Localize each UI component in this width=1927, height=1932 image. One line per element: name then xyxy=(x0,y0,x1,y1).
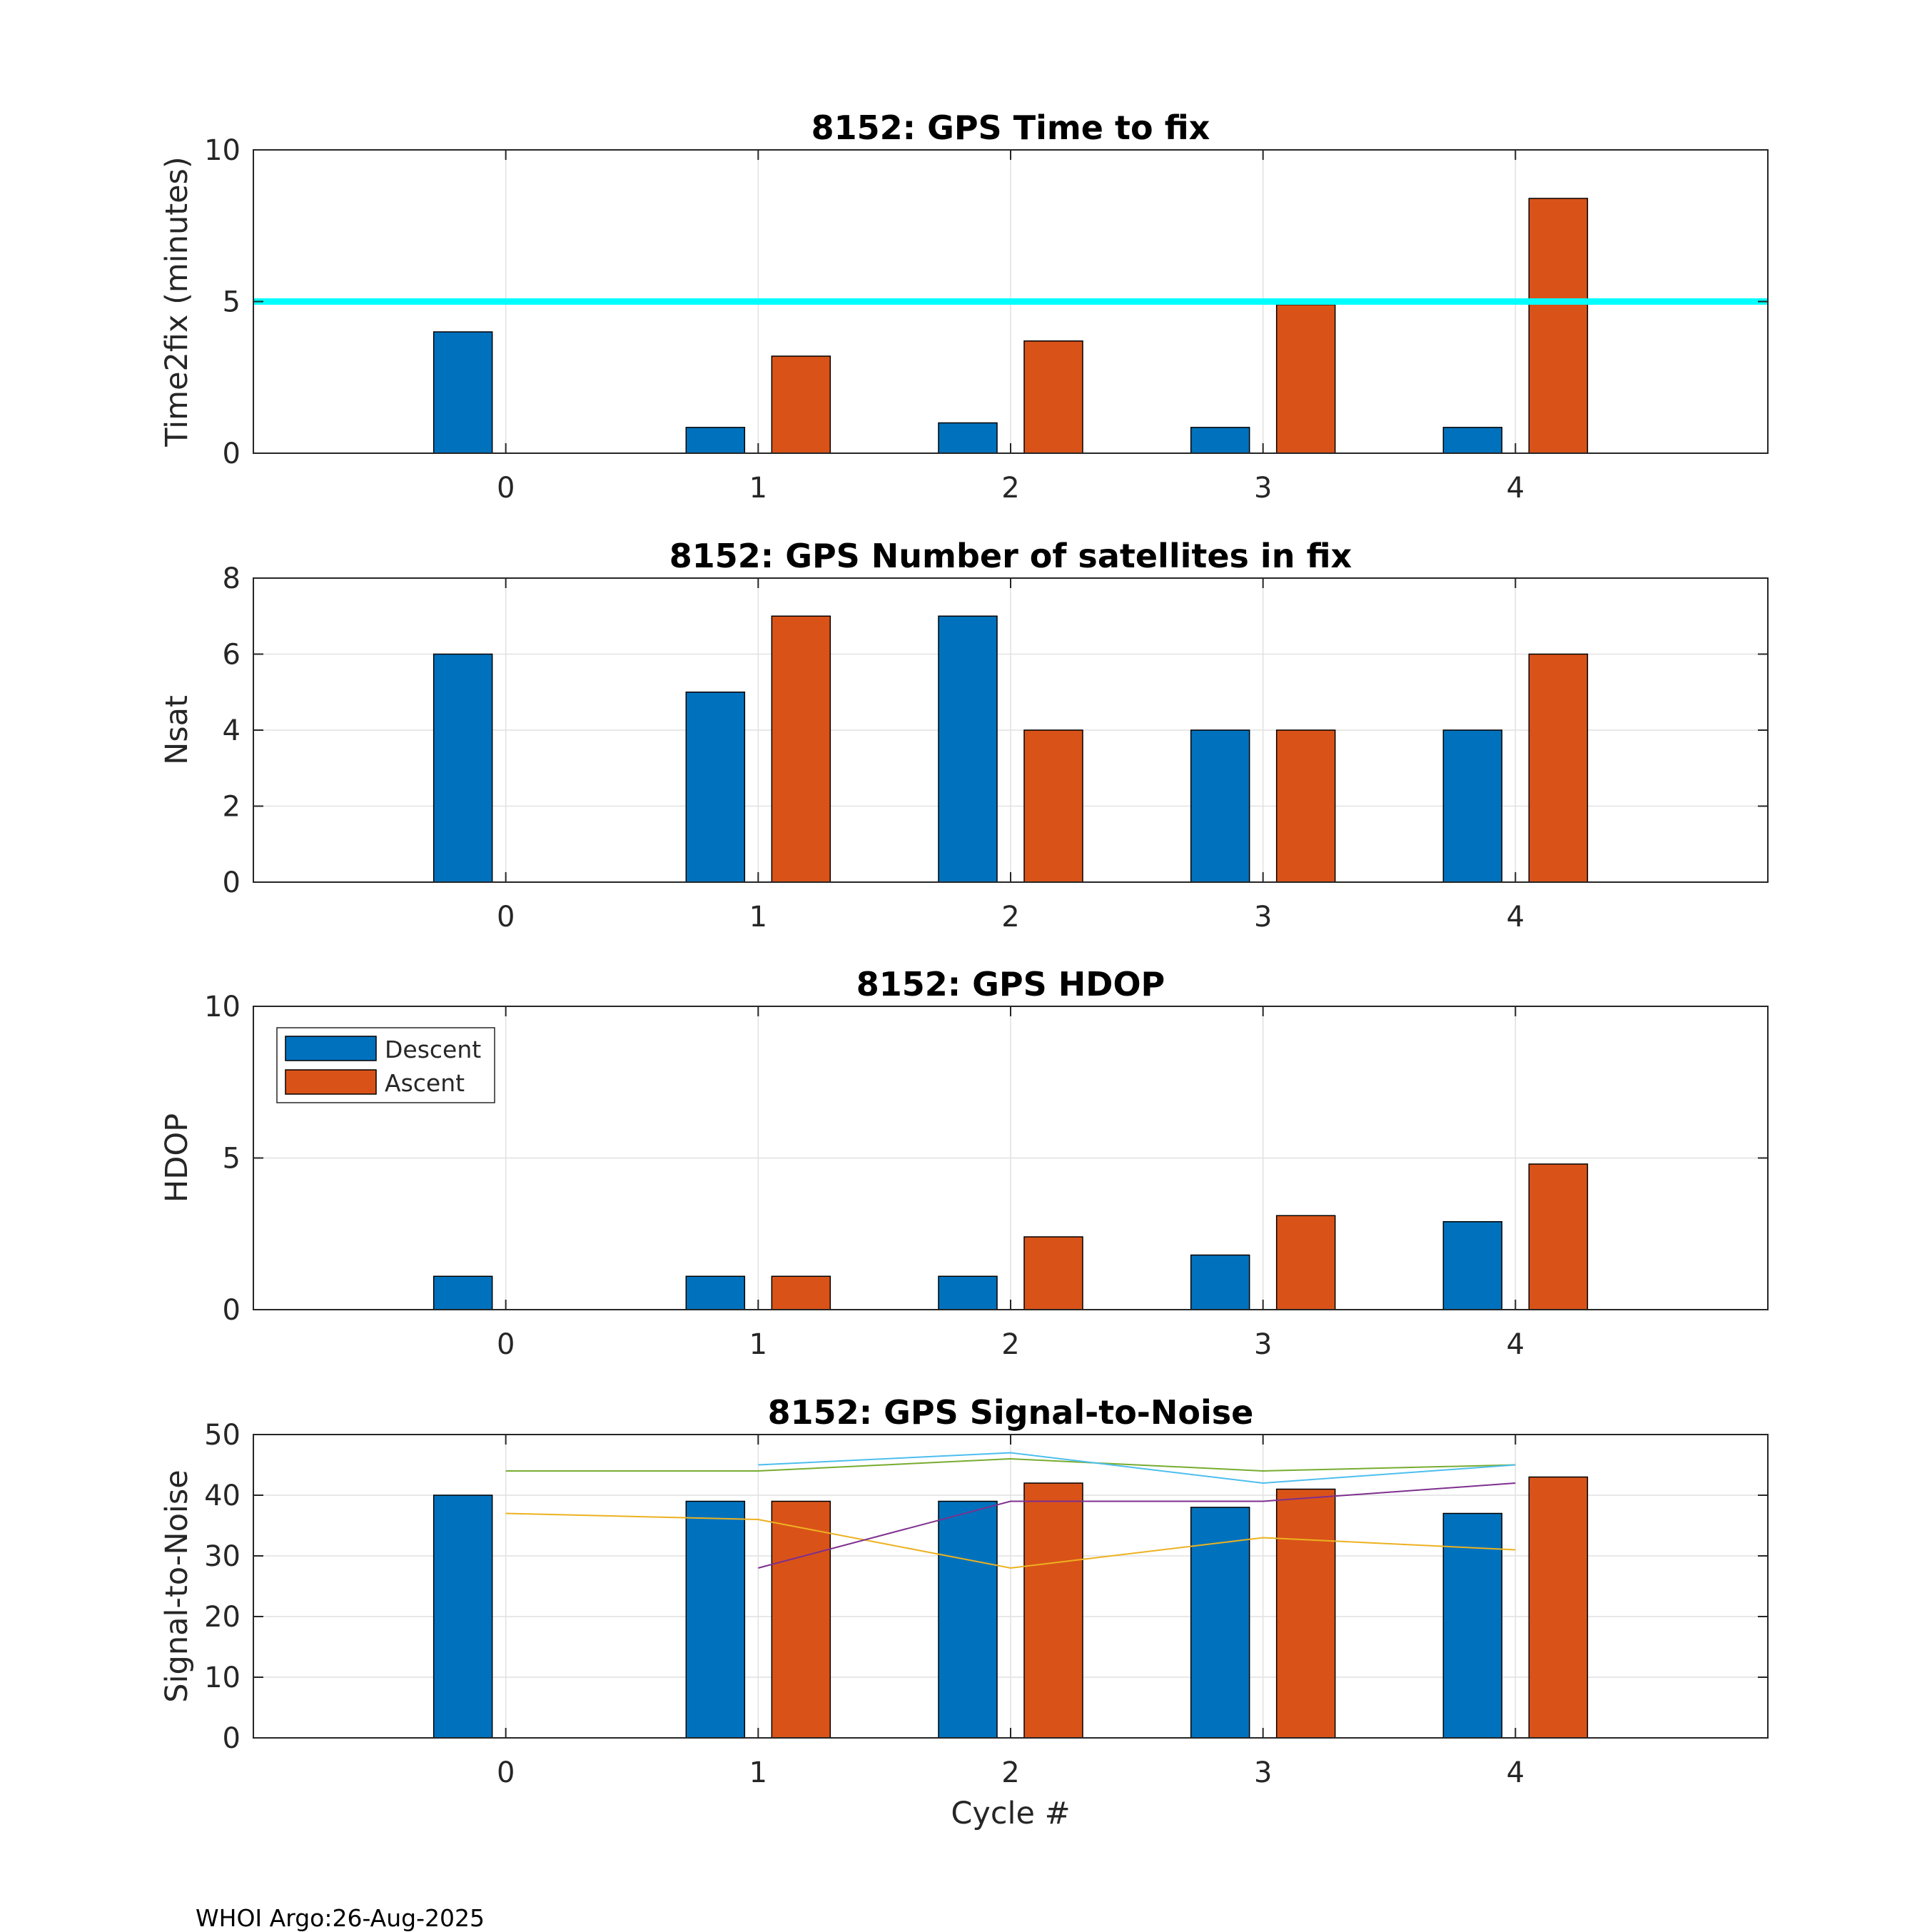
chart-panel-1: 0 1 2 3 4 0 5 10 8152: GPS Time to fix Time2fix (… xyxy=(159,108,1769,505)
y-axis-label: Time2fix (minutes) xyxy=(159,156,195,447)
chart-panel-3: 0 1 2 3 4 0 5 10 8152: GPS HDOP HDOP Descent Ascent xyxy=(159,965,1769,1361)
bar-descent xyxy=(685,427,746,454)
bar-descent xyxy=(433,653,493,883)
y-tick-label: 10 xyxy=(204,1662,241,1694)
legend-label-descent: Descent xyxy=(385,1036,481,1063)
y-tick-label: 10 xyxy=(204,991,241,1023)
bar-ascent xyxy=(1023,1482,1083,1739)
bar-ascent xyxy=(771,1275,831,1310)
x-tick-label: 0 xyxy=(497,472,515,505)
bar-ascent xyxy=(1275,1488,1336,1739)
bar-descent xyxy=(938,1500,998,1739)
bar-descent xyxy=(938,422,998,454)
bar-descent xyxy=(1190,1254,1250,1310)
x-tick-label: 4 xyxy=(1507,472,1524,505)
x-tick-label: 4 xyxy=(1507,1328,1524,1361)
y-tick-label: 40 xyxy=(204,1480,241,1512)
x-tick-label: 2 xyxy=(1001,1328,1019,1361)
bar-ascent xyxy=(1275,1215,1336,1310)
bar-ascent xyxy=(771,355,831,454)
x-tick-label: 2 xyxy=(1001,1756,1019,1789)
y-tick-label: 30 xyxy=(204,1540,241,1573)
bar-ascent xyxy=(1528,198,1589,454)
bar-descent xyxy=(1442,1512,1503,1739)
y-tick-label: 0 xyxy=(223,1722,241,1755)
x-tick-label: 4 xyxy=(1507,1756,1524,1789)
bar-ascent xyxy=(1528,653,1589,883)
x-tick-label: 3 xyxy=(1254,901,1272,934)
y-tick-label: 10 xyxy=(204,134,241,167)
y-tick-label: 20 xyxy=(204,1601,241,1634)
y-tick-label: 5 xyxy=(223,1143,241,1175)
y-tick-label: 4 xyxy=(223,714,241,747)
legend-swatch-ascent xyxy=(285,1069,377,1095)
x-tick-label: 1 xyxy=(749,1756,767,1789)
y-tick-label: 5 xyxy=(223,286,241,319)
y-tick-label: 50 xyxy=(204,1419,241,1452)
bar-ascent xyxy=(1275,304,1336,454)
bar-ascent xyxy=(771,1500,831,1739)
snr-line xyxy=(758,1452,1516,1485)
x-tick-label: 1 xyxy=(749,472,767,505)
snr-line xyxy=(505,1457,1516,1472)
bar-ascent xyxy=(1275,729,1336,883)
bar-ascent xyxy=(1023,1236,1083,1310)
bar-ascent xyxy=(771,615,831,883)
legend-swatch-descent xyxy=(285,1036,377,1061)
x-tick-label: 3 xyxy=(1254,1756,1272,1789)
bar-descent xyxy=(433,1494,493,1739)
y-axis-label: Nsat xyxy=(159,695,195,765)
x-tick-label: 2 xyxy=(1001,472,1019,505)
x-tick-label: 3 xyxy=(1254,472,1272,505)
x-tick-label: 0 xyxy=(497,901,515,934)
bar-descent xyxy=(1442,427,1503,454)
legend: Descent Ascent xyxy=(276,1027,495,1103)
y-tick-label: 2 xyxy=(223,791,241,824)
bar-descent xyxy=(938,615,998,883)
bar-descent xyxy=(938,1275,998,1310)
y-tick-label: 6 xyxy=(223,639,241,672)
x-tick-label: 0 xyxy=(497,1328,515,1361)
snr-line xyxy=(758,1482,1516,1569)
bar-descent xyxy=(685,1500,746,1739)
bar-descent xyxy=(685,1275,746,1310)
y-tick-label: 0 xyxy=(223,438,241,470)
bar-descent xyxy=(1442,729,1503,883)
footer-stamp: WHOI Argo:26-Aug-2025 xyxy=(196,1904,485,1932)
x-axis-label: Cycle # xyxy=(951,1796,1070,1831)
bar-descent xyxy=(1190,1507,1250,1739)
snr-line xyxy=(505,1512,1516,1569)
chart-title: 8152: GPS Time to fix xyxy=(811,108,1210,147)
chart-title: 8152: GPS HDOP xyxy=(856,965,1165,1003)
chart-title: 8152: GPS Number of satellites in fix xyxy=(669,537,1352,575)
bar-ascent xyxy=(1023,340,1083,454)
bar-ascent xyxy=(1528,1476,1589,1739)
y-tick-label: 0 xyxy=(223,1294,241,1327)
legend-label-ascent: Ascent xyxy=(385,1069,465,1097)
x-tick-label: 0 xyxy=(497,1756,515,1789)
x-tick-label: 2 xyxy=(1001,901,1019,934)
bar-descent xyxy=(433,331,493,454)
y-axis-label: HDOP xyxy=(159,1113,195,1203)
chart-panel-2: 0 1 2 3 4 0 2 4 6 8 8152: GPS Number of satellites… xyxy=(159,537,1769,934)
bar-descent xyxy=(1190,729,1250,883)
x-tick-label: 1 xyxy=(749,1328,767,1361)
x-tick-label: 1 xyxy=(749,901,767,934)
bar-descent xyxy=(433,1275,493,1310)
y-tick-label: 0 xyxy=(223,866,241,899)
bar-descent xyxy=(1442,1221,1503,1310)
y-tick-label: 8 xyxy=(223,562,241,595)
x-tick-label: 3 xyxy=(1254,1328,1272,1361)
bar-descent xyxy=(685,692,746,883)
y-axis-label: Signal-to-Noise xyxy=(159,1470,195,1702)
bar-descent xyxy=(1190,427,1250,454)
bar-ascent xyxy=(1528,1163,1589,1310)
bar-ascent xyxy=(1023,729,1083,883)
chart-title: 8152: GPS Signal-to-Noise xyxy=(768,1393,1254,1432)
x-tick-label: 4 xyxy=(1507,901,1524,934)
